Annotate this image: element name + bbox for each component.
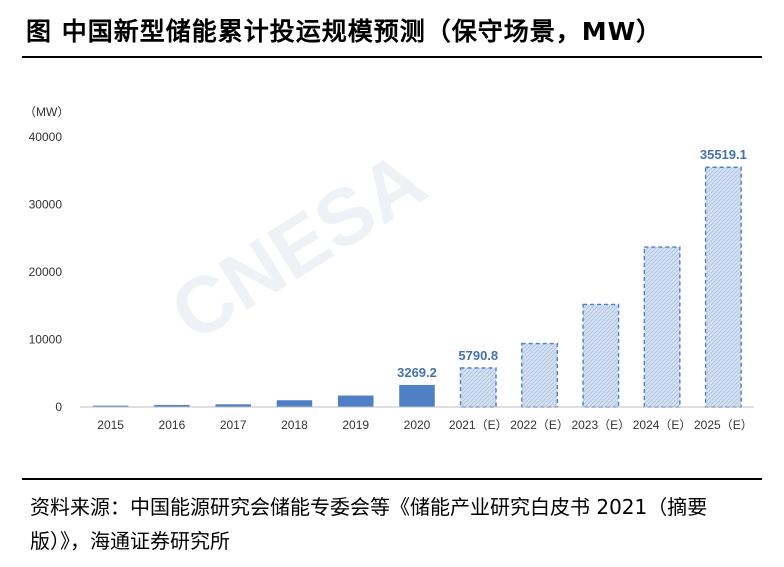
data-label: 5790.8 [458,348,498,363]
bar-actual [399,384,435,407]
bar-actual [276,400,313,407]
data-label: 3269.2 [397,365,437,380]
x-tick-label: 2024（E） [633,418,692,432]
x-tick-label: 2018 [281,418,308,432]
watermark-logo: CNESA [156,134,441,358]
y-tick-label: 30000 [29,198,63,212]
x-tick-label: 2022（E） [510,418,569,432]
y-tick-label: 0 [55,400,62,414]
chart-area: CNESA （MW） 0 10000 20000 30000 40000 2015 201… [22,58,762,478]
x-tick-label: 2016 [159,418,186,432]
unit-label: （MW） [24,105,69,119]
bars [92,166,742,408]
bar-actual [337,395,374,407]
source-note: 资料来源：中国能源研究会储能专委会等《储能产业研究白皮书 2021（摘要版）》，… [30,495,708,553]
data-label: 35519.1 [700,147,747,162]
bar-estimated [643,246,681,408]
x-tick-label: 2015 [97,418,124,432]
bar-chart: CNESA （MW） 0 10000 20000 30000 40000 2015 201… [24,105,754,432]
data-labels: 3269.2 5790.8 35519.1 [397,147,747,380]
bar-estimated [582,303,620,408]
y-axis: 0 10000 20000 30000 40000 [29,130,63,414]
bar-estimated [704,166,742,408]
page-title: 图 中国新型储能累计投运规模预测（保守场景，MW） [26,17,663,46]
y-tick-label: 20000 [29,265,63,279]
bar-estimated [459,367,497,408]
x-tick-label: 2020 [404,418,431,432]
x-tick-label: 2023（E） [571,418,630,432]
bar-estimated [521,342,559,408]
footer: 资料来源：中国能源研究会储能专委会等《储能产业研究白皮书 2021（摘要版）》，… [22,478,762,567]
bar-actual [215,404,251,407]
watermark-text: CNESA [156,134,441,358]
y-tick-label: 10000 [29,333,63,347]
header: 图 中国新型储能累计投运规模预测（保守场景，MW） [22,0,762,58]
x-tick-label: 2019 [342,418,369,432]
x-tick-label: 2025（E） [694,418,753,432]
y-tick-label: 40000 [29,130,63,144]
x-axis: 2015 2016 2017 2018 2019 2020 2021（E） 2022（E） 20… [80,406,754,432]
x-tick-label: 2017 [220,418,247,432]
bar-actual [154,404,190,407]
x-tick-label: 2021（E） [449,418,508,432]
bar-actual [92,405,129,407]
